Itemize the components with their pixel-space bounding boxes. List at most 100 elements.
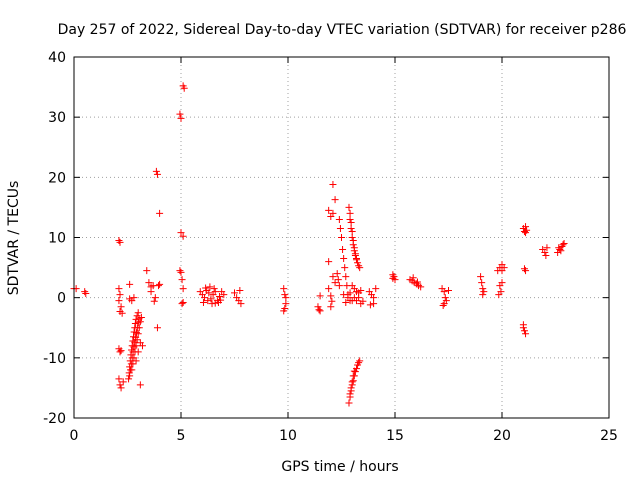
data-point (151, 294, 159, 302)
data-point (115, 375, 123, 383)
data-point (329, 273, 337, 281)
data-point (237, 300, 245, 308)
data-point (560, 240, 568, 248)
data-point (498, 279, 506, 287)
data-point (347, 384, 355, 392)
data-point (280, 307, 288, 315)
data-point (522, 223, 530, 231)
data-point (217, 296, 225, 304)
data-point (204, 297, 212, 305)
data-point (282, 294, 290, 302)
data-point (347, 218, 355, 226)
data-point (349, 237, 357, 245)
data-point (199, 298, 207, 306)
x-axis-label: GPS time / hours (281, 459, 398, 475)
data-point (441, 294, 449, 302)
data-point (352, 255, 360, 263)
y-tick-label: -20 (43, 411, 66, 427)
data-point (280, 285, 288, 293)
x-tick-label: 25 (600, 428, 618, 444)
data-point (282, 300, 290, 308)
data-point (137, 314, 145, 322)
data-point (136, 381, 144, 389)
data-point (357, 286, 365, 294)
data-point (480, 288, 488, 296)
data-point (439, 301, 447, 309)
data-point (346, 209, 354, 217)
data-point (348, 378, 356, 386)
data-point (138, 342, 146, 350)
data-point (145, 279, 153, 287)
data-point (335, 282, 343, 290)
data-point (177, 114, 185, 122)
y-tick-label: 30 (48, 110, 66, 126)
data-point (135, 324, 143, 332)
data-point (478, 279, 486, 287)
data-point (134, 309, 142, 317)
data-point (333, 270, 341, 278)
data-point (128, 366, 136, 374)
data-point (136, 318, 144, 326)
data-point (315, 306, 323, 314)
data-point (336, 224, 344, 232)
data-point (143, 267, 151, 275)
data-point (440, 288, 448, 296)
data-point (210, 285, 218, 293)
x-tick-label: 15 (386, 428, 404, 444)
data-point (520, 265, 528, 273)
data-point (216, 292, 224, 300)
data-point (348, 234, 356, 241)
data-point (329, 209, 337, 217)
data-point (115, 237, 123, 245)
data-point (115, 285, 123, 293)
grid-lines (74, 57, 609, 418)
data-point (325, 206, 333, 214)
data-point (345, 399, 353, 407)
data-point (356, 357, 364, 365)
data-point (177, 229, 185, 237)
data-point (522, 229, 530, 237)
x-tick-label: 20 (493, 428, 511, 444)
data-point (218, 288, 226, 296)
data-point (119, 378, 127, 386)
data-point (152, 167, 160, 175)
data-point (327, 292, 335, 300)
data-point (202, 284, 210, 292)
data-point (115, 297, 123, 305)
data-point (211, 288, 219, 296)
data-point (211, 299, 219, 307)
data-point (132, 329, 140, 337)
data-point (334, 276, 342, 284)
data-point (130, 294, 138, 302)
data-point (359, 297, 367, 305)
x-tick-label: 5 (177, 428, 186, 444)
data-point (176, 267, 184, 275)
y-tick-label: 20 (48, 170, 66, 186)
data-point (178, 276, 186, 284)
data-point (522, 267, 530, 275)
y-tick-label: 0 (57, 291, 66, 307)
data-point (179, 298, 187, 306)
y-tick-label: -10 (43, 351, 66, 367)
data-point (118, 309, 126, 317)
data-point (116, 291, 124, 299)
data-point (347, 224, 355, 232)
data-point (117, 303, 125, 311)
data-point (413, 278, 421, 286)
data-point (156, 209, 164, 217)
axis-ticks: 0 5 10 15 20 25 -20 -10 0 10 20 30 40 (43, 50, 618, 444)
data-point (178, 300, 186, 308)
data-point (519, 321, 527, 329)
data-point (316, 292, 324, 300)
data-point (179, 285, 187, 293)
data-point (354, 259, 362, 267)
data-point (340, 291, 348, 299)
data-point (328, 297, 336, 305)
data-point (346, 215, 354, 223)
data-point (82, 289, 90, 297)
data-point (116, 348, 124, 356)
data-point (133, 312, 141, 320)
data-point (206, 283, 214, 291)
data-point (201, 294, 209, 302)
data-point (329, 181, 337, 189)
